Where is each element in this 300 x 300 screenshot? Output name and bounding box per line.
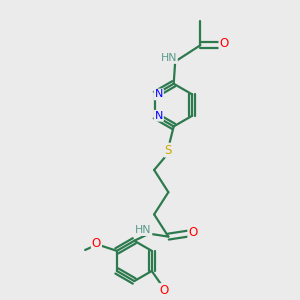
Text: N: N xyxy=(154,89,163,99)
Text: O: O xyxy=(219,37,229,50)
Text: N: N xyxy=(154,111,163,121)
Text: O: O xyxy=(159,284,168,297)
Text: HN: HN xyxy=(160,53,177,63)
Text: HN: HN xyxy=(135,225,152,235)
Text: O: O xyxy=(92,237,101,250)
Text: S: S xyxy=(165,144,172,157)
Text: O: O xyxy=(188,226,198,239)
